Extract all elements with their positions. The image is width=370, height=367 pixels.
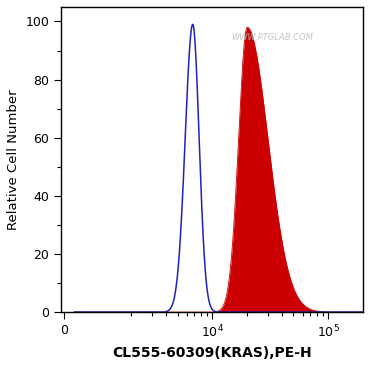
X-axis label: CL555-60309(KRAS),PE-H: CL555-60309(KRAS),PE-H (112, 346, 312, 360)
Text: WWW.PTGLAB.COM: WWW.PTGLAB.COM (232, 33, 313, 42)
Y-axis label: Relative Cell Number: Relative Cell Number (7, 89, 20, 230)
